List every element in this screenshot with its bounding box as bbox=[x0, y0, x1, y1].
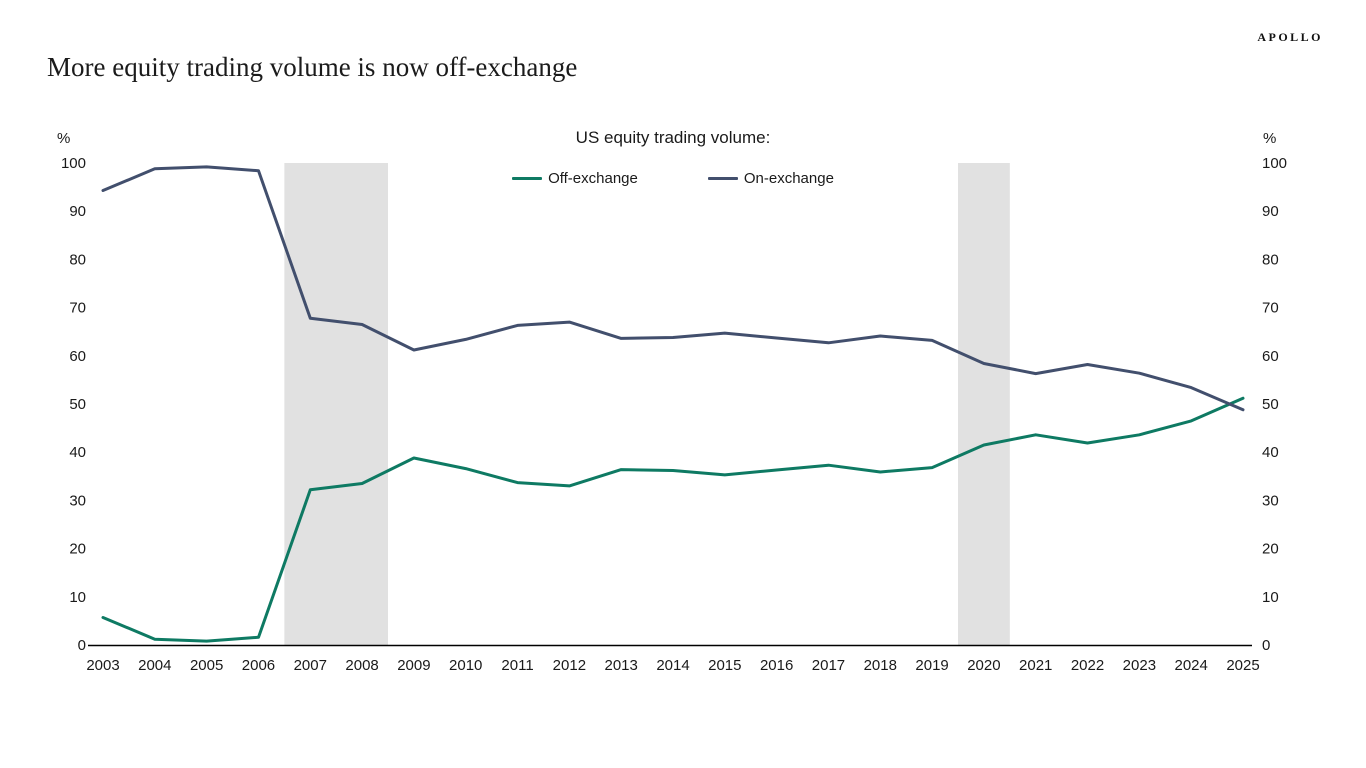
off-exchange-line bbox=[101, 396, 1245, 643]
x-tick-label: 2005 bbox=[190, 657, 223, 674]
y-tick-label-left: 30 bbox=[69, 492, 86, 509]
page-title: More equity trading volume is now off-ex… bbox=[47, 52, 578, 82]
x-tick-label: 2017 bbox=[812, 657, 845, 674]
y-tick-label-left: 80 bbox=[69, 251, 86, 268]
y-tick-label-left: 40 bbox=[69, 444, 86, 461]
apollo-logo: APOLLO bbox=[1257, 30, 1323, 44]
y-tick-label-right: 50 bbox=[1262, 396, 1279, 413]
x-tick-label: 2024 bbox=[1174, 657, 1207, 674]
x-tick-label: 2011 bbox=[501, 657, 533, 674]
recession-shading bbox=[284, 163, 388, 645]
x-tick-label: 2025 bbox=[1226, 657, 1259, 674]
on-exchange-line bbox=[101, 165, 1245, 412]
y-tick-label-left: 20 bbox=[69, 541, 86, 558]
y-tick-label-right: 100 bbox=[1262, 155, 1287, 172]
y-tick-label-left: 10 bbox=[69, 589, 86, 606]
y-tick-label-right: 60 bbox=[1262, 348, 1279, 365]
x-tick-label: 2022 bbox=[1071, 657, 1104, 674]
y-tick-label-right: 0 bbox=[1262, 637, 1270, 654]
y-tick-label-right: 20 bbox=[1262, 541, 1279, 558]
x-tick-label: 2009 bbox=[397, 657, 430, 674]
y-tick-label-left: 70 bbox=[69, 300, 86, 317]
x-tick-label: 2013 bbox=[604, 657, 637, 674]
x-tick-label: 2019 bbox=[915, 657, 948, 674]
x-tick-label: 2016 bbox=[760, 657, 793, 674]
y-tick-label-left: 60 bbox=[69, 348, 86, 365]
y-tick-label-left: 90 bbox=[69, 203, 86, 220]
y-tick-label-right: 40 bbox=[1262, 444, 1279, 461]
x-tick-label: 2012 bbox=[553, 657, 586, 674]
x-tick-label: 2018 bbox=[864, 657, 897, 674]
y-tick-label-left: 100 bbox=[61, 155, 86, 172]
recession-shading bbox=[958, 163, 1010, 645]
x-tick-label: 2021 bbox=[1019, 657, 1052, 674]
x-tick-label: 2014 bbox=[656, 657, 689, 674]
y-tick-label-right: 70 bbox=[1262, 300, 1279, 317]
x-tick-label: 2008 bbox=[345, 657, 378, 674]
x-tick-label: 2003 bbox=[86, 657, 119, 674]
y-unit-label-right: % bbox=[1263, 130, 1277, 147]
x-tick-label: 2004 bbox=[138, 657, 171, 674]
y-tick-label-left: 0 bbox=[78, 637, 86, 654]
y-tick-label-left: 50 bbox=[69, 396, 86, 413]
x-tick-label: 2020 bbox=[967, 657, 1000, 674]
y-tick-label-right: 10 bbox=[1262, 589, 1279, 606]
x-tick-label: 2023 bbox=[1123, 657, 1156, 674]
y-tick-label-right: 80 bbox=[1262, 251, 1279, 268]
y-unit-label-left: % bbox=[57, 130, 71, 147]
x-tick-label: 2006 bbox=[242, 657, 275, 674]
x-tick-label: 2007 bbox=[294, 657, 327, 674]
y-tick-label-right: 30 bbox=[1262, 492, 1279, 509]
y-tick-label-right: 90 bbox=[1262, 203, 1279, 220]
x-tick-label: 2010 bbox=[449, 657, 482, 674]
x-tick-label: 2015 bbox=[708, 657, 741, 674]
